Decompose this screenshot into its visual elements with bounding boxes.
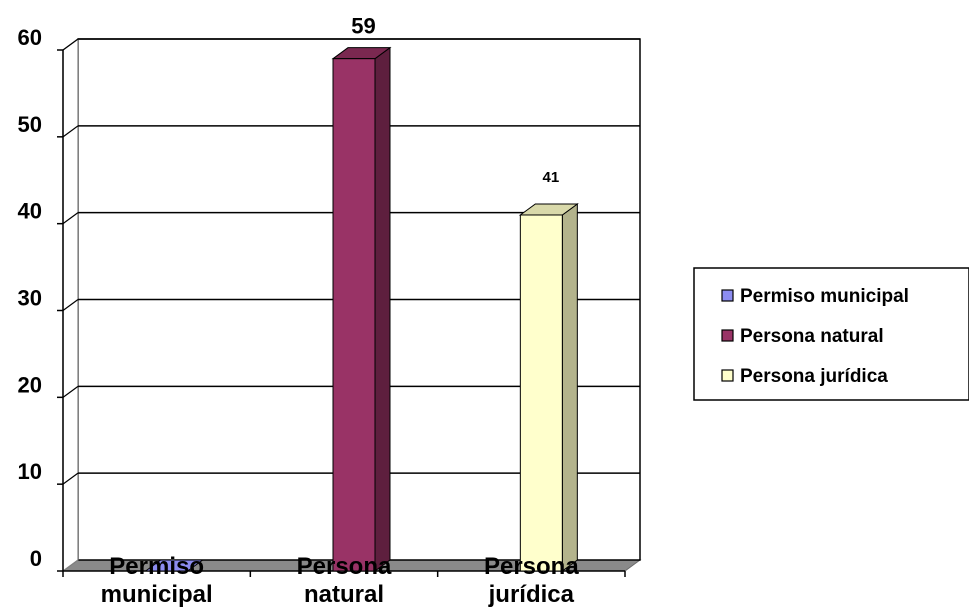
- bar-permiso-municipal: [144, 559, 205, 572]
- data-label-persona-natural: 59: [351, 14, 375, 39]
- bars: [144, 46, 579, 572]
- legend-entry-persona-juridica: Persona jurídica: [740, 366, 888, 387]
- category-labels: Permiso municipal Persona natural Persona jur…: [101, 553, 580, 607]
- x-tick-label-persona-natural: Persona natural: [297, 553, 392, 607]
- bar-front-persona-juridica: [519, 214, 563, 572]
- y-tick-label-60: 60: [18, 25, 42, 50]
- data-label-persona-juridica: 41: [542, 169, 559, 186]
- gridline-depth-50: [62, 125, 79, 138]
- gridline-depth-40: [62, 212, 79, 225]
- y-tick-label-10: 10: [18, 459, 42, 484]
- y-tick-label-50: 50: [18, 112, 42, 137]
- y-tick-label-40: 40: [18, 199, 42, 224]
- bar-persona-juridica: [518, 202, 579, 572]
- bar-side-persona-juridica: [561, 202, 578, 572]
- bar-side-persona-natural: [374, 46, 391, 572]
- gridline-depth-30: [62, 299, 79, 311]
- y-tick-label-0: 0: [30, 546, 42, 571]
- legend-entry-persona-natural: Persona natural: [740, 326, 884, 347]
- bar-persona-natural: [331, 46, 392, 572]
- x-tick-label-persona-juridica: Persona jurídica: [484, 553, 579, 607]
- gridline-depth-60: [62, 38, 79, 51]
- legend-box: [693, 267, 969, 401]
- y-tick-label-20: 20: [18, 372, 42, 397]
- legend-swatch-permiso-municipal: [721, 289, 734, 302]
- y-tick-label-30: 30: [18, 286, 42, 311]
- legend: Permiso municipal Persona natural Persona …: [693, 267, 969, 401]
- legend-entry-permiso-municipal: Permiso municipal: [740, 286, 909, 307]
- bar-flat-permiso-municipal: [144, 559, 205, 572]
- legend-swatch-persona-natural: [721, 329, 734, 342]
- gridline-depth-10: [62, 472, 79, 485]
- y-tick-labels: 0 10 20 30 40 50 60: [18, 25, 42, 571]
- gridline-depth-20: [62, 385, 79, 398]
- bar-front-persona-natural: [332, 58, 376, 572]
- x-tick-label-permiso-municipal: Permiso municipal: [101, 553, 213, 607]
- data-labels: 59 41: [351, 14, 559, 186]
- legend-swatch-persona-juridica: [721, 369, 734, 382]
